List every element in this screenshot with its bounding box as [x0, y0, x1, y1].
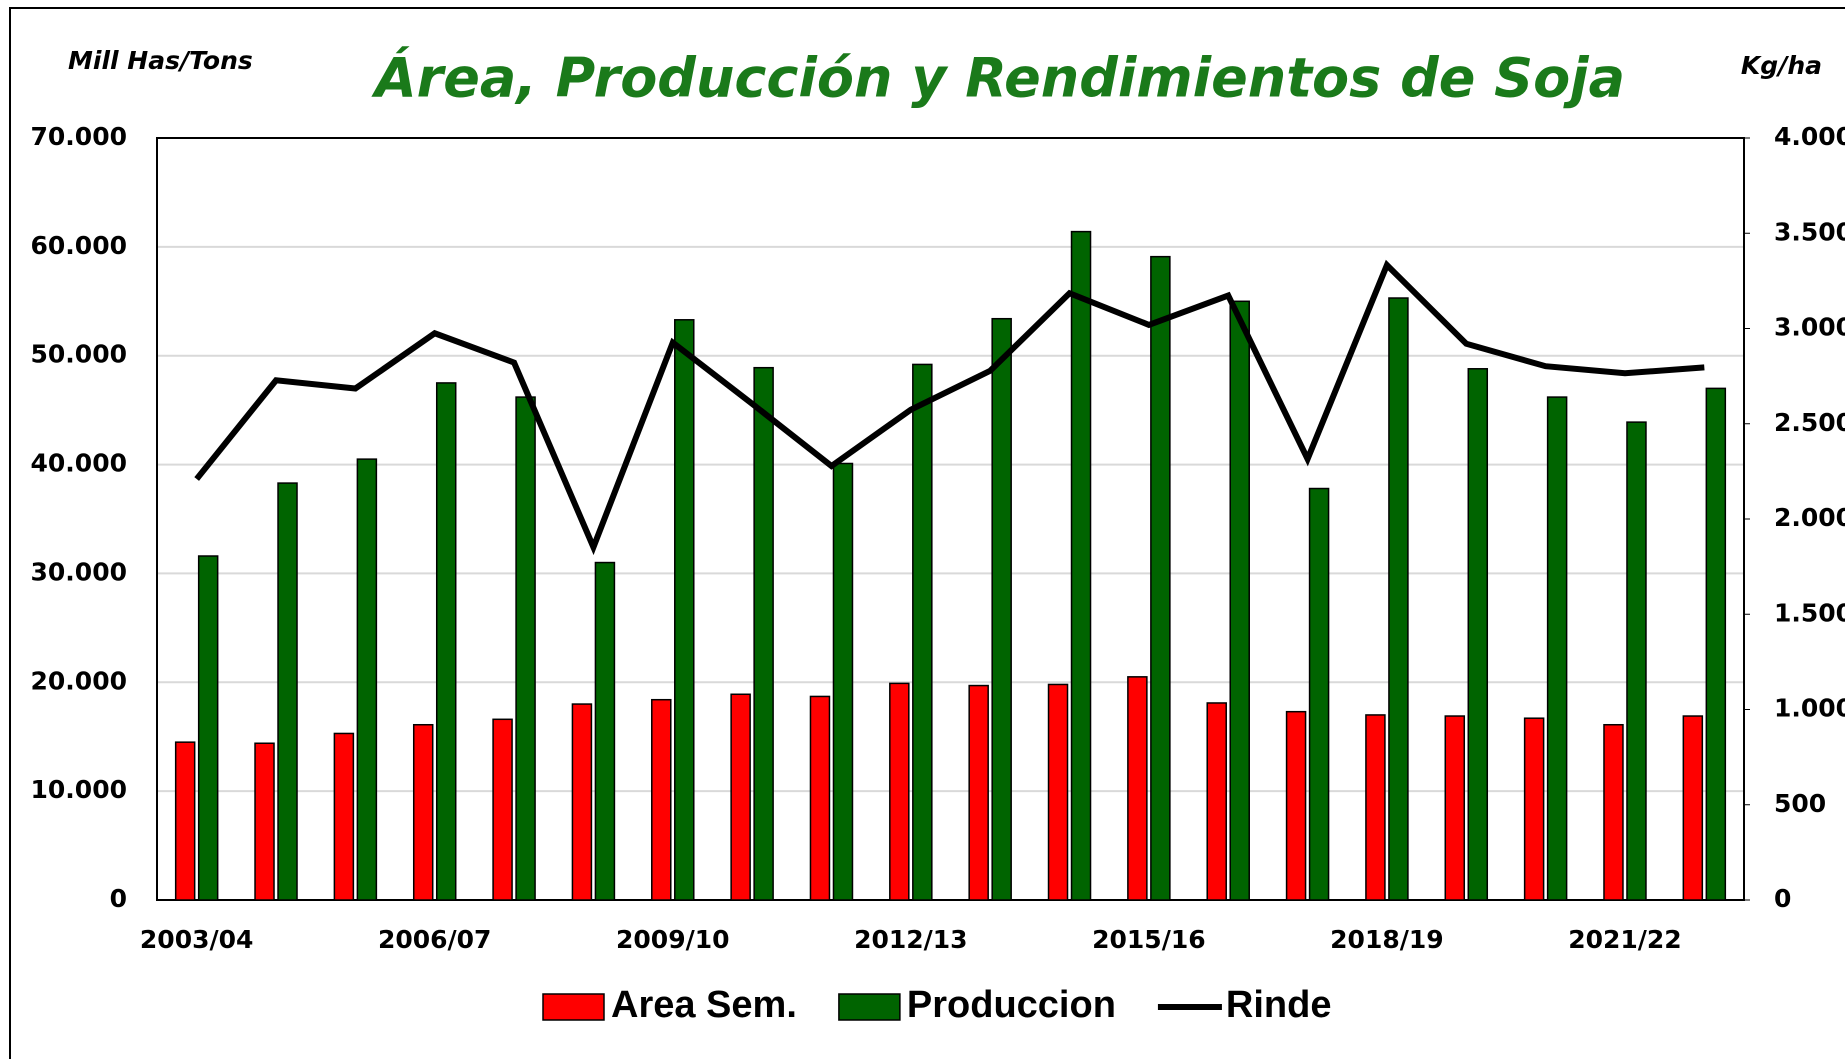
bar — [1127, 676, 1148, 901]
y-tick-label: 60.000 — [31, 231, 127, 260]
bar — [254, 742, 275, 901]
x-tick-label: 2009/10 — [616, 925, 730, 954]
y2-tick-label: 1.500 — [1774, 598, 1845, 627]
plot-frame — [156, 137, 1745, 901]
bar — [412, 723, 434, 901]
legend-label: Area Sem. — [611, 984, 797, 1026]
bar — [1546, 396, 1568, 901]
y-tick-label: 40.000 — [31, 449, 127, 478]
legend-label: Rinde — [1226, 984, 1332, 1026]
bar — [1365, 714, 1386, 901]
bar — [174, 741, 196, 901]
y-tick-label: 10.000 — [31, 775, 127, 804]
bar — [674, 319, 695, 901]
bar — [1444, 715, 1466, 901]
bar — [1070, 230, 1092, 901]
bar — [1682, 715, 1704, 901]
bar — [912, 363, 933, 901]
y-tick-label: 50.000 — [31, 340, 127, 369]
bar — [594, 561, 616, 901]
bar — [889, 682, 910, 901]
bar — [197, 555, 219, 901]
y-tick-label: 30.000 — [31, 557, 127, 586]
y2-tick-label: 2.000 — [1774, 503, 1845, 532]
legend-swatch — [838, 993, 901, 1021]
y2-tick-label: 1.000 — [1774, 694, 1845, 723]
y2-tick-label: 500 — [1774, 789, 1826, 818]
bar — [1308, 487, 1330, 901]
legend-label: Produccion — [907, 984, 1116, 1026]
y2-tick-label: 2.500 — [1774, 408, 1845, 437]
bar — [968, 684, 989, 901]
x-tick-label: 2012/13 — [854, 925, 968, 954]
x-tick-label: 2018/19 — [1330, 925, 1444, 954]
bar — [435, 382, 457, 901]
bar — [356, 458, 378, 901]
bar — [1285, 710, 1307, 901]
bar — [1229, 300, 1250, 901]
bar — [1206, 702, 1227, 901]
legend-swatch — [542, 993, 605, 1021]
y-tick-label: 20.000 — [31, 666, 127, 695]
bar — [1705, 387, 1727, 901]
bar — [1150, 255, 1171, 901]
x-tick-label: 2021/22 — [1568, 925, 1682, 954]
x-tick-label: 2015/16 — [1092, 925, 1206, 954]
y2-tick-label: 0 — [1774, 884, 1791, 913]
bar — [730, 693, 751, 901]
bar — [1523, 717, 1545, 901]
y-tick-label: 70.000 — [31, 122, 127, 151]
bar — [753, 366, 774, 901]
y2-tick-label: 3.000 — [1774, 313, 1845, 342]
y2-axis-label: Kg/ha — [1741, 51, 1822, 80]
bar — [1467, 368, 1489, 901]
bar — [277, 482, 298, 901]
bar — [991, 317, 1012, 901]
y-axis-label: Mill Has/Tons — [68, 46, 253, 75]
chart-title: Área, Producción y Rendimientos de Soja — [371, 47, 1625, 110]
bar — [809, 695, 831, 901]
bar — [571, 703, 593, 901]
x-tick-label: 2003/04 — [140, 925, 254, 954]
bar — [1626, 421, 1647, 901]
bar — [492, 718, 513, 901]
y2-tick-label: 4.000 — [1774, 122, 1845, 151]
bar — [333, 732, 355, 901]
x-tick-label: 2006/07 — [378, 925, 492, 954]
y-tick-label: 0 — [110, 884, 127, 913]
line — [194, 259, 1705, 556]
bar — [1388, 297, 1409, 901]
bar — [832, 462, 854, 901]
bar — [651, 698, 672, 901]
bar — [515, 396, 536, 901]
bar — [1047, 683, 1069, 901]
y2-tick-label: 3.500 — [1774, 217, 1845, 246]
bar — [1603, 723, 1624, 901]
